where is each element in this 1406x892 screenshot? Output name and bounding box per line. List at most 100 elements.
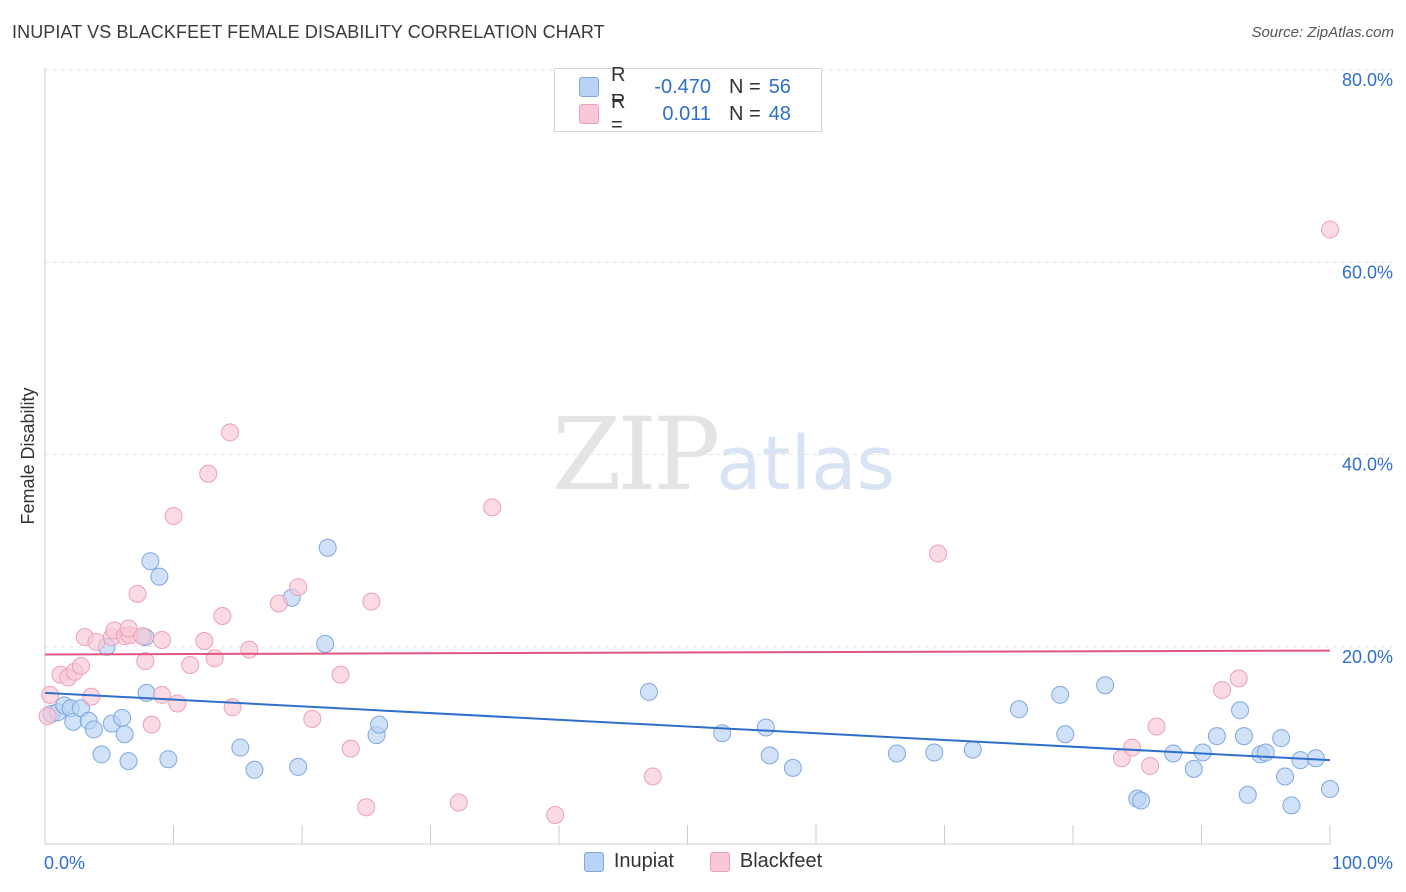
- inupiat-point-29: [756, 718, 775, 737]
- inupiat-point-41: [1164, 744, 1183, 763]
- blackfeet-n-value: 48: [768, 102, 791, 125]
- watermark-zip: ZIP: [552, 396, 720, 513]
- blackfeet-point-18: [152, 631, 171, 650]
- inupiat-point-42: [1184, 759, 1203, 778]
- blackfeet-point-1: [41, 685, 60, 704]
- inupiat-point-20: [245, 760, 264, 779]
- blackfeet-point-25: [205, 649, 224, 668]
- y-tick-label-60: 60.0%: [1342, 262, 1393, 282]
- blackfeet-point-46: [1213, 681, 1232, 700]
- blackfeet-legend-label: Blackfeet: [739, 850, 823, 872]
- blackfeet-point-38: [483, 498, 502, 517]
- inupiat-point-17: [150, 567, 169, 586]
- blackfeet-n-label: N =: [729, 102, 761, 125]
- blackfeet-point-41: [929, 544, 948, 563]
- inupiat-legend-swatch: [583, 851, 604, 872]
- inupiat-point-22: [289, 757, 308, 776]
- blackfeet-point-31: [289, 578, 308, 597]
- blackfeet-point-13: [119, 619, 138, 638]
- inupiat-point-32: [887, 744, 906, 763]
- blackfeet-point-35: [357, 798, 376, 817]
- blackfeet-point-26: [213, 606, 232, 625]
- blackfeet-point-14: [128, 584, 147, 603]
- inupiat-point-34: [963, 740, 982, 759]
- inupiat-point-19: [231, 738, 250, 757]
- inupiat-point-49: [1256, 743, 1275, 762]
- blackfeet-point-15: [133, 627, 152, 646]
- blackfeet-point-32: [303, 709, 322, 728]
- legend-item-inupiat[interactable]: Inupiat: [583, 850, 674, 873]
- blackfeet-point-27: [223, 698, 242, 717]
- blackfeet-point-28: [221, 423, 240, 442]
- inupiat-point-46: [1234, 727, 1253, 746]
- inupiat-point-26: [370, 715, 389, 734]
- inupiat-point-37: [1056, 725, 1075, 744]
- legend-row-inupiat: R = -0.470 N = 56: [579, 64, 791, 109]
- blackfeet-point-37: [449, 793, 468, 812]
- inupiat-point-47: [1238, 785, 1257, 804]
- blackfeet-point-48: [1321, 220, 1339, 239]
- inupiat-point-33: [925, 743, 944, 762]
- inupiat-point-40: [1132, 791, 1151, 810]
- blackfeet-point-39: [546, 805, 565, 824]
- legend-item-blackfeet[interactable]: Blackfeet: [709, 850, 823, 873]
- inupiat-point-50: [1272, 729, 1291, 748]
- inupiat-point-8: [92, 745, 111, 764]
- inupiat-r-label: R =: [611, 64, 626, 109]
- y-tick-label-40: 40.0%: [1342, 455, 1393, 475]
- blackfeet-point-16: [136, 652, 155, 671]
- blackfeet-point-44: [1141, 756, 1160, 775]
- inupiat-legend-label: Inupiat: [613, 850, 674, 872]
- inupiat-point-38: [1096, 676, 1115, 695]
- legend-row-blackfeet: R = 0.011 N = 48: [579, 91, 791, 136]
- blackfeet-point-33: [331, 665, 350, 684]
- blackfeet-point-5: [71, 656, 90, 675]
- inupiat-point-44: [1207, 727, 1226, 746]
- inupiat-n-value: 56: [768, 75, 791, 98]
- inupiat-point-27: [639, 682, 658, 701]
- inupiat-point-30: [760, 746, 779, 765]
- x-tick-label-max: 100.0%: [1332, 853, 1393, 873]
- blackfeet-point-34: [341, 739, 360, 758]
- inupiat-r-value: -0.470: [654, 75, 711, 98]
- inupiat-point-23: [316, 634, 335, 653]
- y-tick-label-20: 20.0%: [1342, 647, 1393, 667]
- blackfeet-point-0: [38, 706, 57, 725]
- inupiat-point-11: [113, 708, 132, 727]
- blackfeet-point-29: [240, 640, 259, 659]
- chart-title: INUPIAT VS BLACKFEET FEMALE DISABILITY C…: [12, 22, 605, 42]
- blackfeet-point-36: [362, 592, 381, 611]
- inupiat-point-53: [1291, 751, 1310, 770]
- blackfeet-point-7: [87, 632, 106, 651]
- blackfeet-point-24: [199, 464, 218, 483]
- blackfeet-r-label: R =: [611, 91, 626, 136]
- inupiat-point-51: [1276, 767, 1295, 786]
- inupiat-n-label: N =: [729, 75, 761, 98]
- watermark-atlas: atlas: [716, 421, 896, 507]
- watermark: ZIPatlas: [552, 396, 895, 513]
- blackfeet-point-43: [1123, 738, 1142, 757]
- y-tick-label-80: 80.0%: [1342, 70, 1393, 90]
- series-legend: Inupiat Blackfeet: [0, 850, 1406, 873]
- blackfeet-r-value: 0.011: [662, 102, 711, 125]
- blackfeet-point-40: [643, 767, 662, 786]
- inupiat-point-52: [1282, 796, 1301, 815]
- inupiat-point-18: [159, 750, 178, 769]
- x-tick-label-min: 0.0%: [44, 853, 85, 873]
- blackfeet-point-19: [152, 685, 171, 704]
- inupiat-point-36: [1051, 685, 1070, 704]
- blackfeet-point-45: [1147, 717, 1166, 736]
- blackfeet-swatch: [579, 104, 599, 124]
- blackfeet-point-30: [269, 594, 288, 613]
- blackfeet-point-22: [181, 656, 200, 675]
- source-label: Source: ZipAtlas.com: [1251, 24, 1394, 41]
- blackfeet-point-23: [195, 631, 214, 650]
- blackfeet-point-8: [82, 687, 101, 706]
- inupiat-point-13: [119, 752, 138, 771]
- inupiat-point-7: [84, 720, 103, 739]
- blackfeet-point-17: [142, 715, 161, 734]
- inupiat-point-55: [1321, 780, 1339, 799]
- inupiat-trend-line: [44, 691, 1331, 762]
- inupiat-point-45: [1231, 701, 1250, 720]
